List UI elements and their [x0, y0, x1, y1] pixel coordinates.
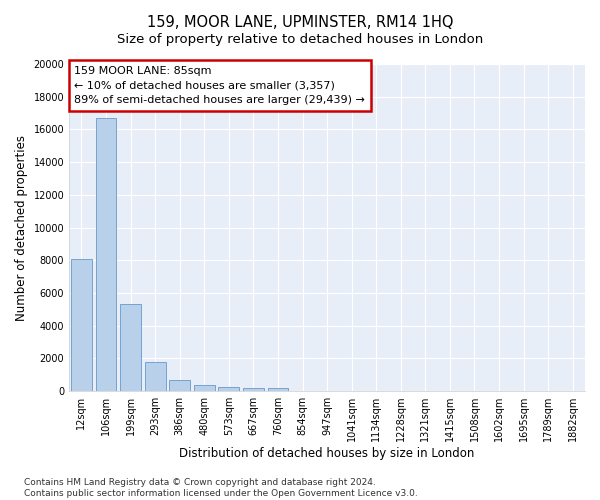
Bar [218, 386, 239, 391]
Bar [243, 388, 264, 391]
Bar [169, 380, 190, 391]
Text: Contains HM Land Registry data © Crown copyright and database right 2024.
Contai: Contains HM Land Registry data © Crown c… [24, 478, 418, 498]
Text: 159 MOOR LANE: 85sqm
← 10% of detached houses are smaller (3,357)
89% of semi-de: 159 MOOR LANE: 85sqm ← 10% of detached h… [74, 66, 365, 105]
Bar [145, 362, 166, 391]
Bar [95, 118, 116, 391]
Text: Size of property relative to detached houses in London: Size of property relative to detached ho… [117, 32, 483, 46]
Bar [120, 304, 141, 391]
Text: 159, MOOR LANE, UPMINSTER, RM14 1HQ: 159, MOOR LANE, UPMINSTER, RM14 1HQ [147, 15, 453, 30]
X-axis label: Distribution of detached houses by size in London: Distribution of detached houses by size … [179, 447, 475, 460]
Y-axis label: Number of detached properties: Number of detached properties [15, 134, 28, 320]
Bar [268, 388, 289, 391]
Bar [194, 385, 215, 391]
Bar [71, 258, 92, 391]
